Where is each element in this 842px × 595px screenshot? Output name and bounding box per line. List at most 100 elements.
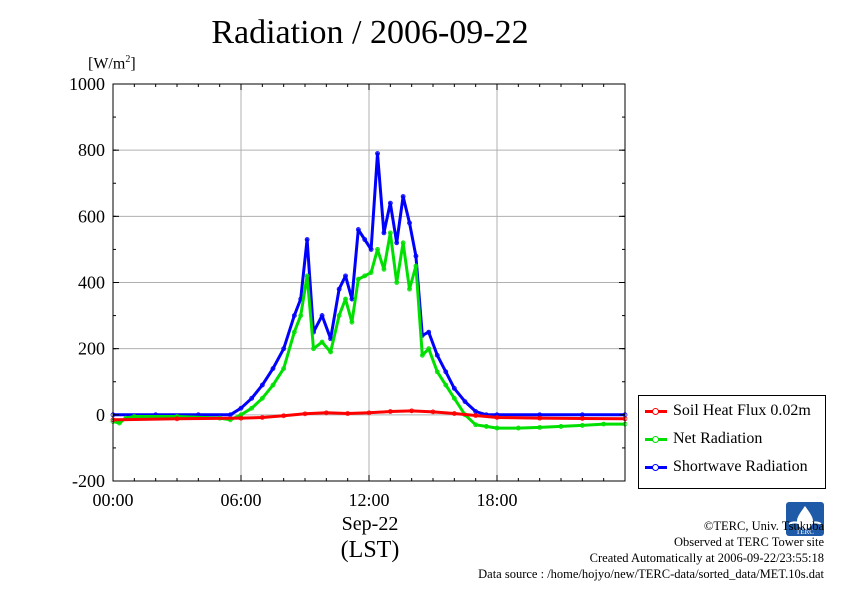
data-point — [451, 385, 457, 391]
data-point — [473, 422, 479, 428]
data-point — [291, 329, 297, 335]
data-point — [430, 409, 436, 415]
data-point — [426, 329, 432, 335]
data-point — [451, 395, 457, 401]
data-point — [368, 247, 374, 252]
data-point — [494, 415, 500, 420]
y-tick-label: 400 — [78, 273, 105, 293]
legend-item-soil-heat-flux: Soil Heat Flux 0.02m — [639, 399, 811, 423]
data-point — [494, 425, 500, 431]
data-point — [281, 366, 287, 371]
data-point — [419, 352, 425, 358]
data-point — [270, 366, 276, 371]
data-point — [336, 313, 342, 318]
credit-copyright: ©TERC, Univ. Tsukuba — [703, 519, 824, 533]
data-point — [355, 276, 361, 282]
data-point — [249, 395, 255, 401]
data-point — [375, 247, 380, 252]
data-point — [579, 416, 585, 421]
y-tick-label: -200 — [72, 471, 105, 491]
legend-swatch-red — [645, 407, 667, 415]
credit-site: Observed at TERC Tower site — [673, 535, 824, 549]
data-point — [387, 409, 393, 414]
data-point — [381, 266, 387, 272]
data-point — [281, 346, 287, 352]
data-point — [349, 319, 355, 325]
y-tick-label: 600 — [78, 206, 105, 226]
data-point — [443, 382, 449, 388]
data-point — [355, 227, 361, 232]
data-point — [259, 395, 265, 401]
legend-label: Shortwave Radiation — [673, 458, 808, 475]
data-point — [601, 421, 607, 427]
terc-logo-icon: TERC — [786, 502, 824, 536]
data-point — [434, 352, 440, 358]
data-point — [443, 369, 449, 375]
data-point — [302, 411, 308, 417]
data-point — [537, 425, 543, 430]
data-point — [407, 220, 412, 226]
data-point — [323, 410, 329, 416]
data-point — [174, 416, 180, 422]
chart-legend: Soil Heat Flux 0.02m Net Radiation Short… — [638, 395, 826, 489]
data-point — [394, 280, 400, 285]
data-point — [238, 405, 244, 411]
y-tick-label: 0 — [96, 405, 105, 425]
data-point — [400, 240, 406, 246]
data-point — [400, 194, 406, 199]
series-line-net-radiation — [112, 231, 625, 430]
data-point — [259, 382, 265, 388]
series-line-shortwave-radiation — [113, 152, 625, 417]
data-point — [304, 237, 310, 242]
data-point — [366, 410, 372, 416]
data-point — [291, 313, 297, 318]
data-point — [413, 263, 419, 269]
data-point — [451, 411, 457, 416]
data-point — [362, 237, 368, 242]
data-point — [345, 411, 351, 416]
data-point — [409, 408, 415, 414]
data-point — [281, 413, 287, 419]
data-point — [473, 413, 479, 418]
legend-label: Net Radiation — [673, 430, 763, 447]
data-point — [558, 424, 564, 429]
y-tick-label: 1000 — [69, 74, 105, 94]
credit-created: Created Automatically at 2006-09-22/23:5… — [589, 551, 824, 565]
data-point — [336, 286, 342, 292]
legend-swatch-blue — [645, 463, 667, 471]
data-point — [319, 313, 325, 318]
data-point — [259, 415, 265, 420]
x-tick-label: 12:00 — [348, 490, 389, 510]
data-point — [298, 313, 304, 318]
y-tick-label: 800 — [78, 140, 105, 160]
y-axis-unit: [W/m2] — [88, 54, 136, 73]
data-point — [249, 405, 255, 411]
x-tick-label: 00:00 — [92, 490, 133, 510]
data-point — [304, 273, 310, 279]
data-point — [328, 349, 334, 355]
credit-source: Data source : /home/hojyo/new/TERC-data/… — [478, 567, 824, 581]
x-tick-label: 06:00 — [220, 490, 261, 510]
data-point — [368, 270, 374, 275]
data-point — [238, 415, 244, 421]
credits: ©TERC, Univ. Tsukuba Observed at TERC To… — [478, 518, 824, 582]
data-point — [394, 240, 400, 246]
data-point — [434, 369, 440, 375]
legend-swatch-green — [645, 435, 667, 443]
legend-item-shortwave-radiation: Shortwave Radiation — [639, 455, 808, 479]
chart-title: Radiation / 2006-09-22 — [211, 14, 529, 51]
data-point — [483, 424, 489, 429]
data-point — [362, 273, 368, 279]
data-point — [343, 273, 348, 279]
svg-text:TERC: TERC — [796, 528, 814, 536]
data-point — [381, 230, 387, 236]
legend-item-net-radiation: Net Radiation — [639, 427, 762, 451]
data-point — [375, 151, 380, 156]
data-point — [462, 399, 468, 405]
data-point — [270, 382, 276, 388]
data-point — [413, 253, 419, 259]
data-point — [537, 415, 543, 421]
series-line-soil-heat-flux-0-02m — [112, 409, 626, 422]
legend-label: Soil Heat Flux 0.02m — [673, 402, 811, 419]
